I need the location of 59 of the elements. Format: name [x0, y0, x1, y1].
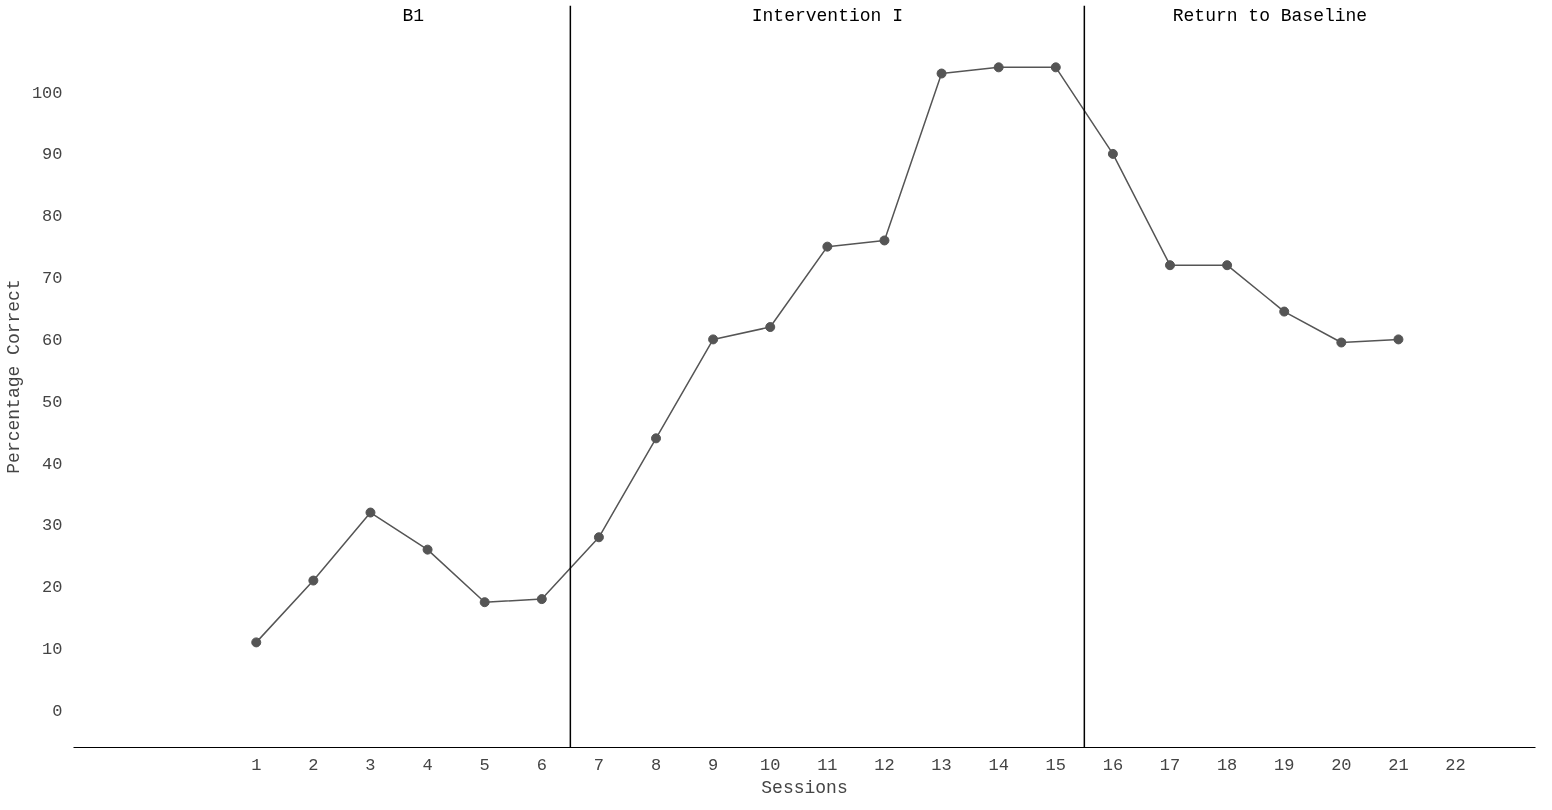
y-tick-label: 10	[42, 640, 63, 660]
x-tick-label: 9	[708, 755, 719, 775]
x-tick-label: 16	[1102, 755, 1124, 775]
y-tick-label: 30	[42, 516, 63, 536]
point	[251, 637, 262, 648]
point	[822, 241, 833, 252]
point	[308, 575, 319, 586]
x-axis-title: Sessions	[761, 777, 848, 798]
annotation: B1	[402, 5, 425, 26]
y-tick-label: 70	[42, 269, 63, 289]
x-tick-label: 11	[817, 755, 838, 775]
x-tick-label: 14	[988, 755, 1009, 775]
point	[1107, 148, 1118, 159]
point	[651, 433, 662, 444]
y-tick-label: 100	[31, 83, 63, 103]
x-tick-label: 7	[593, 755, 605, 775]
x-tick-label: 12	[874, 755, 895, 775]
y-tick-label: 50	[42, 392, 63, 412]
point	[1336, 337, 1347, 348]
point	[993, 62, 1004, 73]
x-tick-label: 5	[479, 755, 490, 775]
x-tick-label: 2	[308, 755, 319, 775]
x-tick-label: 20	[1331, 755, 1352, 775]
annotation: Intervention I	[751, 5, 903, 26]
point	[365, 507, 376, 518]
x-tick-label: 17	[1159, 755, 1181, 775]
point	[1222, 260, 1233, 271]
x-tick-label: 13	[931, 755, 952, 775]
x-tick-label: 10	[760, 755, 781, 775]
point	[936, 68, 947, 79]
annotation: Return to Baseline	[1172, 5, 1368, 26]
point	[1050, 62, 1061, 73]
point	[879, 235, 890, 246]
point	[479, 597, 490, 608]
point	[1393, 334, 1404, 345]
x-tick-label: 3	[365, 755, 376, 775]
point	[422, 544, 433, 555]
x-tick-label: 8	[650, 755, 662, 775]
y-tick-label: 90	[42, 145, 63, 165]
y-axis-title: Percentage Correct	[3, 279, 24, 474]
x-tick-label: 22	[1445, 755, 1466, 775]
y-tick-label: 60	[42, 330, 63, 350]
point	[708, 334, 719, 345]
point	[593, 532, 604, 543]
x-tick-label: 18	[1216, 755, 1238, 775]
y-tick-label: 20	[42, 578, 63, 598]
y-tick-label: 80	[42, 207, 63, 227]
x-tick-label: 19	[1274, 755, 1295, 775]
point	[1165, 260, 1175, 271]
point	[536, 594, 547, 605]
point	[765, 322, 776, 333]
y-tick-label: 40	[42, 454, 63, 474]
x-tick-label: 1	[251, 755, 262, 775]
point	[1279, 306, 1290, 317]
x-tick-label: 15	[1045, 755, 1066, 775]
x-tick-label: 6	[536, 755, 547, 775]
x-tick-label: 4	[422, 755, 433, 775]
x-tick-label: 21	[1388, 755, 1409, 775]
y-tick-label: 0	[52, 701, 63, 721]
